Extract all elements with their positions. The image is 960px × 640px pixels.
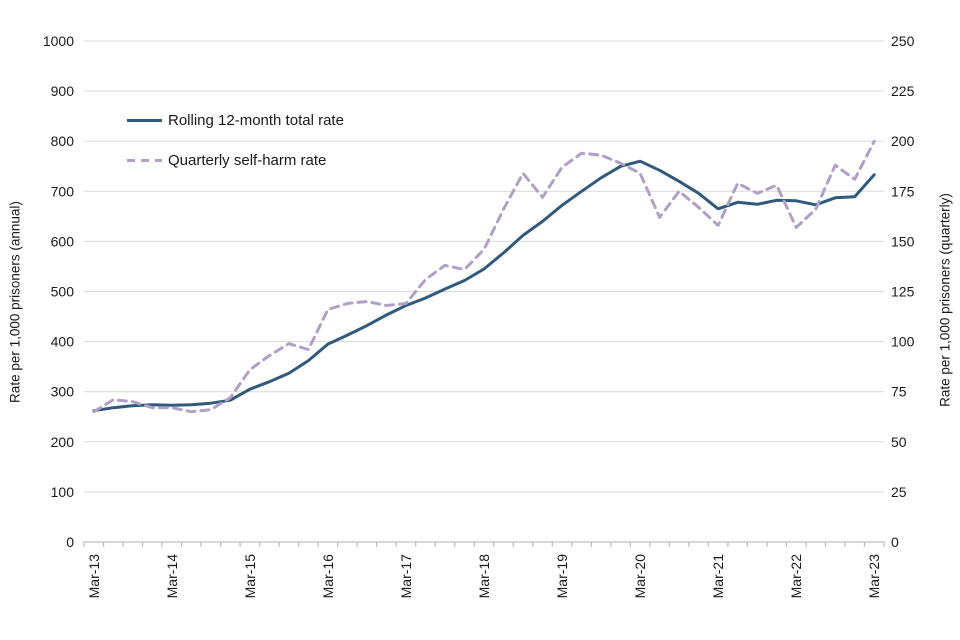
y-axis-left-tick-label: 0 [66,534,74,550]
x-axis-tick-label: Mar-22 [788,554,804,599]
legend-label-rolling-rate: Rolling 12-month total rate [168,111,344,129]
series-line-quarterly-self-harm-rate [92,139,876,414]
x-axis-tick-label: Mar-16 [320,554,336,599]
y-axis-left-tick-label: 600 [51,233,75,249]
legend-item-rolling-rate: Rolling 12-month total rate [127,104,344,136]
y-axis-right-tick-label: 150 [891,233,915,249]
x-axis-tick-label: Mar-14 [164,554,180,599]
y-axis-right-tick-label: 250 [891,33,915,49]
y-axis-right-tick-label: 225 [891,83,915,99]
y-axis-left-tick-label: 100 [51,484,75,500]
y-axis-left-tick-label: 200 [51,434,75,450]
y-axis-left-tick-label: 300 [51,384,75,400]
x-axis-tick-label: Mar-15 [242,554,258,599]
solid-line-swatch-icon [127,118,162,122]
y-axis-left-tick-label: 1000 [43,33,74,49]
x-axis-tick-label: Mar-20 [632,554,648,599]
y-axis-right-tick-label: 100 [891,334,915,350]
x-axis-tick-label: Mar-13 [86,554,102,599]
left-axis-title: Rate per 1,000 prisoners (annual) [7,201,23,403]
x-axis-tick-label: Mar-17 [398,554,414,599]
y-axis-left-tick-label: 400 [51,334,75,350]
legend: Rolling 12-month total rate Quarterly se… [127,104,344,184]
y-axis-right-tick-label: 50 [891,434,907,450]
right-axis-title: Rate per 1,000 prisoners (quarterly) [937,193,953,407]
series-line-rolling-12-month-rate [92,159,876,413]
legend-item-quarterly-rate: Quarterly self-harm rate [127,144,344,176]
y-axis-left-tick-label: 700 [51,183,75,199]
y-axis-right-tick-label: 75 [891,384,907,400]
x-axis-tick-label: Mar-19 [554,554,570,599]
x-axis-tick-label: Mar-21 [710,554,726,599]
legend-label-quarterly-rate: Quarterly self-harm rate [168,151,327,169]
y-axis-right-tick-label: 25 [891,484,907,500]
y-axis-right-tick-label: 175 [891,183,915,199]
x-axis-tick-label: Mar-18 [476,554,492,599]
y-axis-right-tick-label: 0 [891,534,899,550]
y-axis-left-tick-label: 900 [51,83,75,99]
y-axis-left-tick-label: 500 [51,284,75,300]
y-axis-right-tick-label: 200 [891,133,915,149]
y-axis-right-tick-label: 125 [891,284,915,300]
x-axis-tick-label: Mar-23 [866,554,882,599]
dashed-line-swatch-icon [127,158,162,162]
y-axis-left-tick-label: 800 [51,133,75,149]
